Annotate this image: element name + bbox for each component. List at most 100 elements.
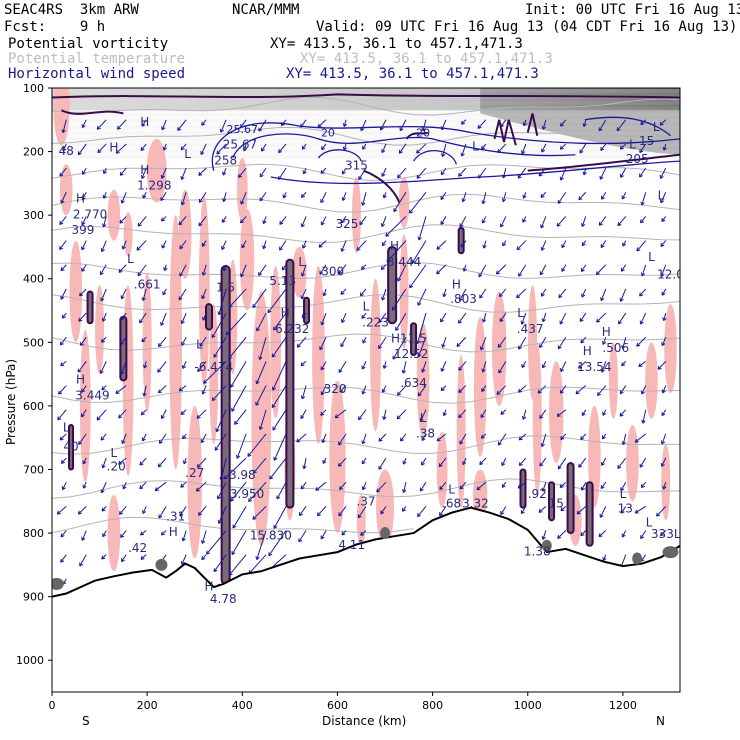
y-tick-label: 100 (23, 82, 44, 95)
wind-vector (238, 167, 247, 178)
wind-vector (443, 409, 447, 416)
wind-vector (459, 481, 467, 490)
extremum-label: .27 (185, 466, 204, 480)
wind-vector (320, 530, 327, 540)
wind-vector-head (459, 223, 464, 228)
wind-vector-head (640, 390, 645, 395)
wind-vector (639, 143, 647, 153)
wind-vector-head (621, 345, 626, 350)
wind-vector-head (273, 524, 278, 529)
wind-vector (60, 336, 67, 346)
wind-vector-head (320, 411, 325, 416)
wind-vector (497, 143, 507, 153)
wind-vector (198, 167, 207, 176)
wind-vector (341, 530, 347, 536)
wind-vector (255, 385, 267, 406)
potential-temperature-contours (52, 96, 680, 534)
wind-vector-head (560, 122, 565, 127)
wind-vector (483, 240, 487, 249)
wind-vector (141, 167, 147, 179)
wind-vector (103, 216, 107, 228)
wind-vector (358, 167, 367, 180)
wind-vector (634, 505, 647, 514)
wind-vector-head (298, 512, 303, 517)
wind-vector (81, 192, 87, 200)
wind-vector-head (575, 390, 580, 395)
wind-vector (283, 192, 287, 199)
wind-vector (197, 361, 207, 372)
pv-fill-blob (549, 361, 564, 464)
wind-vector-head (458, 366, 463, 371)
wind-vector-head (178, 296, 183, 301)
wind-vector-head (182, 435, 187, 440)
wind-vector (497, 433, 507, 446)
pv-tower (585, 481, 594, 547)
wind-vector (142, 288, 147, 301)
wind-vector (639, 288, 647, 297)
pv-fill-blob (239, 208, 255, 311)
wind-vector-head (421, 437, 426, 441)
wind-vector-head (386, 258, 391, 263)
wind-vector-head (81, 388, 86, 393)
wind-vector (663, 312, 667, 321)
wind-vector-head (60, 362, 65, 367)
wind-vector-head (258, 127, 263, 132)
wind-vector-head (401, 369, 407, 374)
wind-vector-head (216, 495, 221, 500)
wind-vector-head (602, 557, 607, 561)
wind-vector (500, 506, 507, 515)
wind-vector (661, 409, 667, 416)
wind-vector-head (481, 368, 486, 373)
wind-vector-head (247, 452, 252, 457)
wind-vector-head (262, 220, 267, 225)
wind-vector (521, 143, 527, 154)
wind-vector-head (479, 346, 485, 351)
wind-vector-head (578, 463, 583, 468)
wind-vector (179, 506, 187, 517)
wind-vector (417, 337, 427, 358)
wind-vector-head (397, 277, 402, 282)
wind-vector-head (195, 487, 200, 492)
wind-vector-head (440, 196, 445, 200)
wind-vector (360, 530, 367, 536)
wind-vector-head (240, 219, 245, 224)
wind-vector-head (582, 123, 587, 127)
wind-vector-head (340, 319, 346, 323)
wind-vector (661, 457, 667, 467)
wind-vector-head (160, 174, 165, 179)
wind-vector-head (408, 209, 413, 214)
wind-vector (500, 119, 507, 128)
wind-vector (120, 336, 127, 345)
wind-vector (479, 457, 487, 465)
wind-vector (440, 216, 447, 225)
wind-vector-head (415, 340, 421, 344)
wind-vector (320, 409, 327, 416)
wind-vector (273, 312, 287, 331)
wind-vector-head (196, 463, 201, 468)
wind-vector-head (59, 172, 64, 177)
extremum-label: H (204, 579, 213, 593)
wind-vector-head (362, 339, 367, 344)
wind-vector-head (282, 194, 287, 199)
wind-vector (179, 264, 187, 277)
wind-vector (178, 216, 187, 226)
wind-vector-head (140, 175, 146, 179)
wind-vector-head (596, 318, 601, 323)
wind-vector-head (458, 297, 463, 302)
wind-vector (301, 264, 307, 277)
wind-vector-head (501, 462, 506, 467)
wind-vector (301, 385, 307, 400)
extremum-label: 399 (71, 223, 94, 237)
wind-vector (383, 361, 387, 369)
wind-vector (102, 312, 107, 322)
wind-vector (80, 336, 87, 346)
wind-vector (315, 481, 327, 491)
wind-vector (158, 336, 167, 347)
extremum-label: 5.13 (269, 274, 296, 288)
theta-contour (52, 224, 680, 244)
wind-vector-head (339, 486, 343, 491)
extremum-label: .92 (528, 487, 547, 501)
wind-vector-head (481, 388, 486, 392)
wind-vector-head (660, 199, 665, 204)
wind-vector (402, 506, 407, 512)
